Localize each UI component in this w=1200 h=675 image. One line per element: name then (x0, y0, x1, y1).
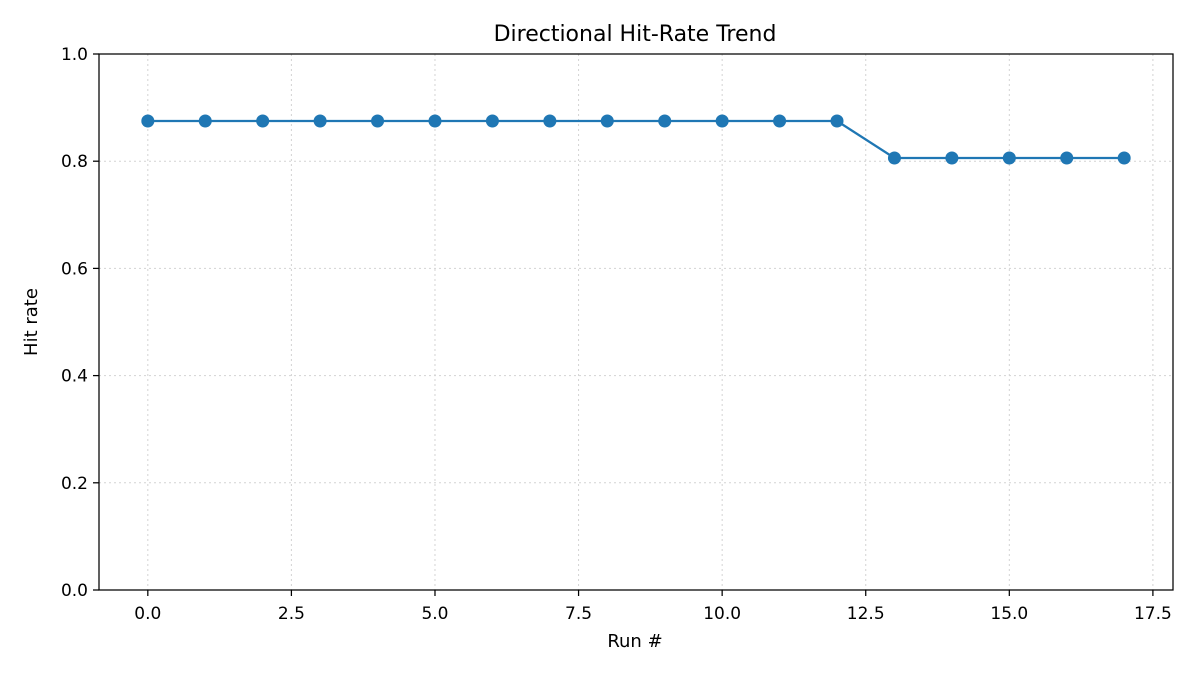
data-point (313, 114, 327, 128)
data-point (715, 114, 729, 128)
data-point (371, 114, 385, 128)
data-point (773, 114, 787, 128)
x-axis-label: Run # (607, 631, 662, 652)
series-line (147, 119, 1125, 160)
series-layer (141, 114, 1131, 165)
data-point (658, 114, 672, 128)
plot-frame (98, 53, 1174, 591)
y-tick-label: 0.2 (61, 474, 88, 494)
x-tick-label: 12.5 (847, 604, 885, 624)
data-point (141, 114, 155, 128)
data-point (887, 151, 901, 165)
data-point (1002, 151, 1016, 165)
y-tick-label: 0.0 (61, 581, 88, 601)
data-point (428, 114, 442, 128)
x-tick-label: 2.5 (278, 604, 305, 624)
data-point (830, 114, 844, 128)
y-tick-label: 1.0 (61, 45, 88, 65)
x-tick-label: 7.5 (565, 604, 592, 624)
data-point (256, 114, 270, 128)
x-tick-label: 10.0 (703, 604, 741, 624)
data-point (1060, 151, 1074, 165)
data-point (543, 114, 557, 128)
x-tick-label: 15.0 (990, 604, 1028, 624)
x-tick-label: 0.0 (134, 604, 161, 624)
y-axis-ticks: 0.0 0.2 0.4 0.6 0.8 1.0 (61, 45, 99, 601)
y-tick-label: 0.6 (61, 259, 88, 279)
y-axis-label: Hit rate (21, 288, 42, 356)
x-tick-label: 17.5 (1134, 604, 1172, 624)
data-point (600, 114, 614, 128)
data-point (945, 151, 959, 165)
chart-title: Directional Hit-Rate Trend (494, 22, 777, 47)
data-point (1117, 151, 1131, 165)
data-point (485, 114, 499, 128)
x-tick-label: 5.0 (421, 604, 448, 624)
y-tick-label: 0.8 (61, 152, 88, 172)
y-tick-label: 0.4 (61, 367, 88, 387)
x-axis-ticks: 0.0 2.5 5.0 7.5 10.0 12.5 15.0 17.5 (134, 590, 1172, 624)
data-point (198, 114, 212, 128)
